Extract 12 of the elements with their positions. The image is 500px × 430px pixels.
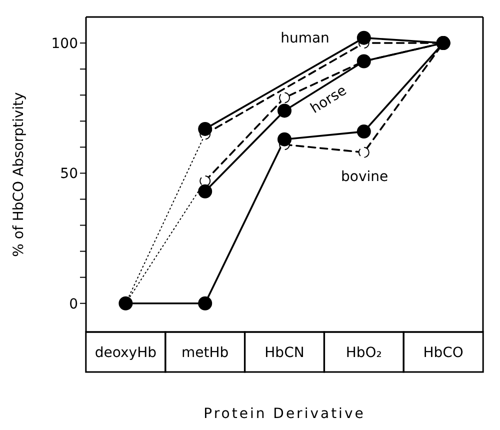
x-tick-label: HbCN [264,345,304,361]
x-tick-label: metHb [182,345,229,361]
x-tick-label: HbO₂ [346,345,382,361]
x-tick-label: HbCO [423,345,464,361]
x-axis-title: Protein Derivative [204,406,366,422]
text: bovine [341,168,388,185]
x-tick-label: deoxyHb [94,345,157,361]
y-tick-label: 50 [60,166,78,182]
series-label: human [280,30,330,47]
y-tick-label: 100 [51,36,78,52]
y-tick-label: 0 [69,296,78,312]
y-axis-title: % of HbCO Absorptivity [10,92,27,257]
